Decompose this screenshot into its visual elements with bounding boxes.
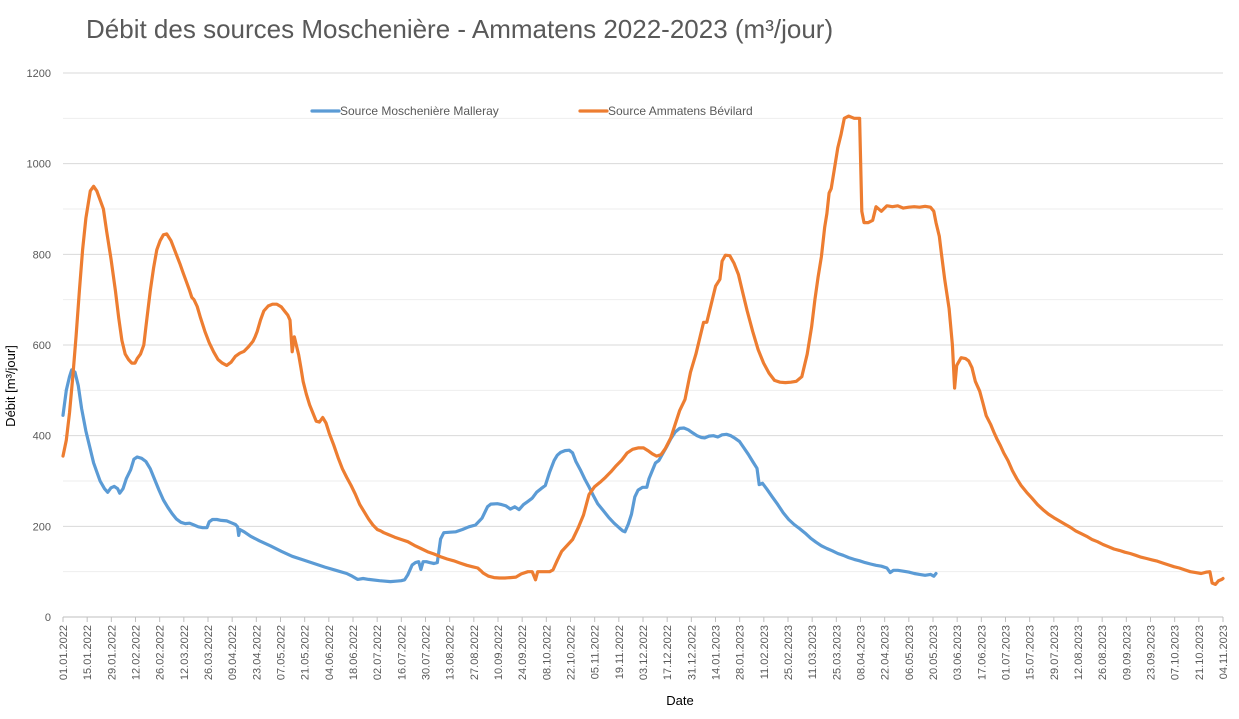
x-tick-label: 29.01.2022 [106, 625, 118, 680]
y-tick-label: 0 [45, 612, 51, 624]
legend-label: Source Moschenière Malleray [340, 104, 499, 118]
x-tick-label: 03.12.2022 [638, 625, 650, 680]
x-tick-label: 25.03.2023 [831, 625, 843, 680]
x-tick-label: 20.05.2023 [928, 625, 940, 680]
x-tick-label: 06.05.2023 [904, 625, 916, 680]
x-tick-label: 26.02.2022 [155, 625, 167, 680]
gridlines [63, 72, 1223, 573]
x-tick-label: 23.04.2022 [251, 625, 263, 680]
x-tick-label: 17.06.2023 [976, 625, 988, 680]
x-tick-label: 08.04.2023 [856, 625, 868, 680]
y-tick-label: 1000 [27, 159, 51, 171]
x-tick-label: 04.11.2023 [1218, 625, 1230, 679]
series-line-moscheniere [61, 368, 938, 584]
x-tick-label: 30.07.2022 [421, 625, 433, 680]
x-tick-label: 22.04.2023 [880, 625, 892, 680]
y-tick-label: 1200 [27, 68, 51, 80]
x-tick-label: 26.03.2022 [203, 625, 215, 680]
x-tick-label: 07.05.2022 [276, 625, 288, 680]
legend: Source Moschenière Malleray Source Ammate… [310, 104, 753, 118]
x-tick-label: 09.09.2023 [1121, 625, 1133, 680]
x-tick-label: 04.06.2022 [324, 625, 336, 680]
x-tick-label: 02.07.2022 [372, 625, 384, 680]
x-tick-label: 29.07.2023 [1049, 625, 1061, 680]
x-tick-label: 08.10.2022 [541, 625, 553, 680]
x-tick-label: 12.08.2023 [1073, 625, 1085, 680]
x-tick-label: 31.12.2022 [686, 625, 698, 680]
legend-label: Source Ammatens Bévilard [608, 104, 753, 118]
x-tick-label: 28.01.2023 [735, 625, 747, 680]
x-tick-label: 16.07.2022 [396, 625, 408, 680]
y-tick-labels: 0 200 400 600 800 1000 1200 [27, 68, 51, 624]
x-tick-label: 01.01.2022 [58, 625, 70, 680]
y-tick-label: 400 [33, 431, 51, 443]
series-lines [61, 114, 1225, 586]
x-tick-label: 10.09.2022 [493, 625, 505, 680]
x-tick-label: 15.01.2022 [82, 625, 94, 680]
x-tick-label: 19.11.2022 [614, 625, 626, 679]
x-tick-label: 05.11.2022 [590, 625, 602, 679]
x-tick-label: 11.02.2023 [759, 625, 771, 679]
x-tick-label: 11.03.2023 [807, 625, 819, 679]
axes [62, 616, 1224, 622]
x-tick-label: 27.08.2022 [469, 625, 481, 680]
x-tick-label: 07.10.2023 [1170, 625, 1182, 680]
x-tick-label: 14.01.2023 [711, 625, 723, 680]
x-tick-label: 21.10.2023 [1194, 625, 1206, 680]
chart-title: Débit des sources Moschenière - Ammatens… [86, 14, 834, 44]
x-tick-labels: 01.01.2022 15.01.2022 29.01.2022 12.02.2022… [58, 625, 1230, 680]
x-tick-label: 17.12.2022 [662, 625, 674, 680]
x-tick-label: 22.10.2022 [566, 625, 578, 680]
x-tick-label: 09.04.2022 [227, 625, 239, 680]
x-tick-label: 15.07.2023 [1025, 625, 1037, 680]
y-axis-title: Débit [m³/jour] [3, 345, 18, 427]
x-tick-label: 18.06.2022 [348, 625, 360, 680]
series-line-ammatens [61, 114, 1225, 586]
y-tick-label: 200 [33, 521, 51, 533]
x-tick-label: 03.06.2023 [952, 625, 964, 680]
x-tick-label: 23.09.2023 [1146, 625, 1158, 680]
x-tick-label: 25.02.2023 [783, 625, 795, 680]
x-axis-title: Date [666, 693, 693, 708]
x-tick-label: 12.03.2022 [179, 625, 191, 680]
x-tick-label: 24.09.2022 [517, 625, 529, 680]
x-tick-label: 13.08.2022 [445, 625, 457, 680]
x-tick-label: 12.02.2022 [131, 625, 143, 680]
x-tick-label: 26.08.2023 [1097, 625, 1109, 680]
x-tick-label: 01.07.2023 [1001, 625, 1013, 680]
y-tick-label: 800 [33, 249, 51, 261]
y-tick-label: 600 [33, 340, 51, 352]
x-tick-label: 21.05.2022 [300, 625, 312, 680]
